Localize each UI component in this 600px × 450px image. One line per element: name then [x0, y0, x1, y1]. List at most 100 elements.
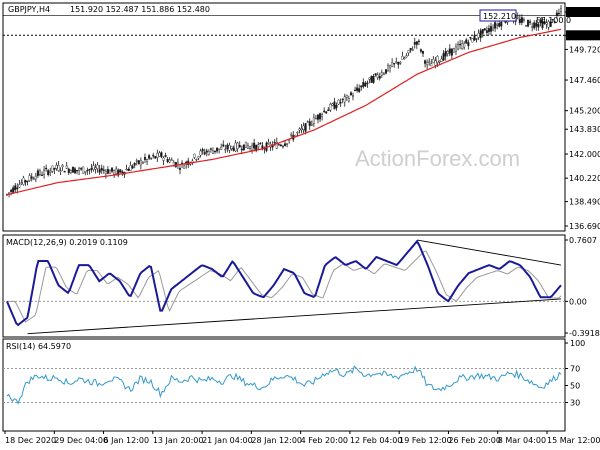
price-tick-label: 143.830 [569, 125, 600, 134]
candle-body [403, 57, 406, 60]
candle-body [10, 189, 13, 192]
candle-body [284, 143, 287, 146]
candle-body [366, 82, 369, 84]
candle-body [524, 25, 527, 27]
candle-body [405, 55, 408, 58]
candle-body [251, 145, 254, 151]
candle-body [333, 101, 336, 110]
candle-body [94, 167, 97, 170]
candle-body [88, 169, 91, 171]
candle-body [413, 42, 416, 45]
candle-body [351, 95, 354, 98]
support-tag [566, 30, 600, 41]
candle-body [115, 168, 118, 175]
candle-body [411, 49, 414, 51]
rsi-panel-frame [2, 338, 566, 432]
time-tick-label: 28 Jan 12:00 [251, 436, 302, 445]
candle-body [71, 166, 74, 173]
candle-body [539, 19, 542, 24]
candle-body [374, 73, 377, 76]
candle-body [16, 187, 19, 190]
candle-body [529, 21, 532, 23]
candle-body [349, 92, 352, 96]
candle-body [246, 145, 249, 149]
candle-body [232, 147, 235, 151]
candle-body [310, 124, 313, 126]
candle-body [372, 76, 375, 83]
price-tick-label: 149.720 [569, 45, 600, 54]
candle-body [131, 165, 134, 169]
watermark: ActionForex.com [355, 146, 520, 171]
candle-body [168, 159, 171, 163]
macd-lower-trendline [27, 298, 562, 335]
macd-tick-label: 0.7607 [569, 236, 597, 245]
fe-label: FE 100.0 [536, 16, 571, 25]
candle-body [345, 95, 348, 98]
macd-tick-label: -0.3918 [569, 329, 600, 338]
candle-body [463, 43, 466, 48]
macd-line [6, 239, 562, 327]
candle-body [518, 19, 521, 23]
price-tick-label: 145.200 [569, 107, 600, 116]
candle-body [139, 159, 142, 166]
candle-body [240, 148, 243, 151]
time-tick-label: 8 Mar 04:00 [498, 436, 546, 445]
candle-body [496, 24, 499, 26]
candle-body [380, 72, 383, 76]
price-tick-label: 136.690 [569, 222, 600, 231]
time-tick-label: 6 Jan 12:00 [104, 436, 150, 445]
candle-body [494, 22, 497, 29]
candle-body [446, 50, 449, 54]
candle-body [133, 163, 136, 166]
price-tick-label: 147.460 [569, 76, 600, 85]
candle-body [76, 170, 79, 172]
candle-body [183, 165, 186, 169]
candle-body [434, 60, 437, 66]
candle-body [117, 169, 120, 176]
candle-body [304, 123, 307, 132]
candle-body [325, 111, 328, 114]
candle-body [360, 85, 363, 88]
candle-body [387, 65, 390, 72]
candle-body [298, 128, 301, 131]
candle-body [216, 147, 219, 152]
candle-body [378, 76, 381, 79]
time-tick-label: 29 Dec 04:00 [54, 436, 108, 445]
candle-body [382, 73, 385, 75]
candle-body [417, 40, 420, 42]
candle-body [203, 152, 206, 155]
time-tick-label: 21 Jan 04:00 [202, 436, 253, 445]
time-tick-label: 15 Mar 12:00 [547, 436, 600, 445]
candle-body [164, 155, 167, 158]
support-label: 150.760 [568, 31, 600, 40]
candle-body [96, 164, 99, 169]
candle-body [419, 49, 422, 52]
candle-body [487, 28, 490, 32]
candles-layer [5, 4, 563, 198]
time-tick-label: 4 Feb 20:00 [301, 436, 348, 445]
candle-body [205, 150, 208, 153]
candle-body [560, 8, 563, 12]
candle-body [395, 61, 398, 63]
candle-body [135, 160, 138, 162]
candle-body [90, 167, 93, 170]
candle-body [244, 141, 247, 148]
candle-body [424, 60, 427, 64]
candle-body [300, 128, 303, 131]
candle-body [201, 149, 204, 152]
candle-body [129, 165, 132, 171]
candle-body [537, 23, 540, 28]
candle-body [296, 132, 299, 134]
candle-body [277, 144, 280, 146]
candle-body [160, 152, 163, 158]
candle-body [535, 23, 538, 27]
price-grid-layer [3, 15, 565, 36]
candle-body [45, 167, 48, 170]
candle-body [193, 153, 196, 158]
candle-body [275, 142, 278, 149]
candle-body [30, 176, 33, 179]
candle-body [407, 50, 410, 54]
candle-body [335, 105, 338, 108]
